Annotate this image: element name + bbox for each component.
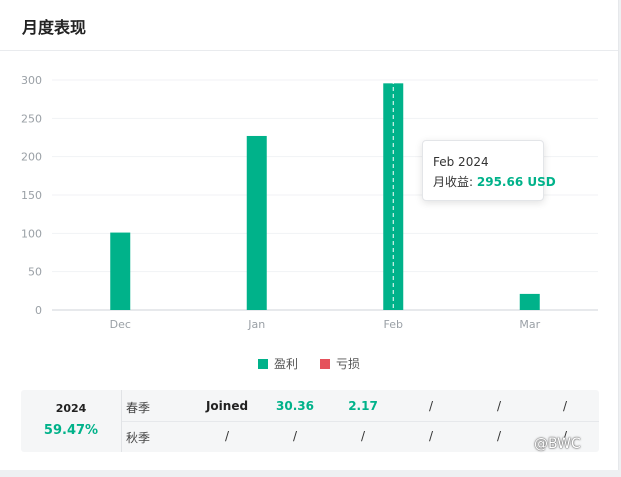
summary-cell: / [224,429,230,443]
summary-row-label: 秋季 [126,431,151,445]
y-tick-label: 200 [21,151,42,164]
summary-year: 2024 [55,402,87,415]
x-tick-label: Feb [384,318,403,331]
bar-dec [110,232,131,310]
summary-cell: / [562,429,568,443]
y-tick-label: 150 [21,189,42,202]
summary-cell: / [292,429,298,443]
summary-cell: Joined [205,399,249,413]
summary-cell: / [496,429,502,443]
y-tick-label: 50 [28,266,42,279]
bar-jan [246,135,267,310]
summary-cell: / [360,429,366,443]
x-tick-label: Mar [519,318,540,331]
legend-label-profit: 盈利 [273,357,298,371]
tooltip-title: Feb 2024 [433,155,489,169]
summary-cell: 2.17 [348,399,378,413]
summary-row-spring: 春季 Joined 30.36 2.17 / / / [122,391,599,422]
card-title: 月度表现 [22,18,87,37]
legend-item-loss[interactable]: 亏损 [320,355,360,372]
legend-swatch-profit [257,358,268,369]
summary-row-label: 春季 [126,401,151,415]
bar-mar [519,293,540,310]
legend-item-profit[interactable]: 盈利 [257,355,298,372]
chart-legend: 盈利 亏损 [0,355,618,372]
monthly-bar-chart: 0 50 100 150 200 250 300 Dec Jan Feb Mar [21,74,598,331]
card-header: 月度表现 [0,0,618,51]
bar-feb [383,83,404,310]
summary-cell: / [428,399,434,413]
summary-cell: / [562,399,568,413]
y-tick-label: 300 [21,74,42,87]
y-tick-label: 100 [21,227,42,240]
chart-tooltip: Feb 2024 月收益: 295.66 USD [422,140,556,201]
summary-year-cell: 2024 59.47% [21,390,122,452]
summary-cell: / [428,429,434,443]
x-tick-label: Jan [247,318,265,331]
y-tick-label: 0 [35,304,42,317]
y-tick-label: 250 [21,112,42,125]
summary-row-autumn: 秋季 / / / / / / [122,421,599,451]
summary-cell: 30.36 [276,399,314,413]
tooltip-row: 月收益: 295.66 USD [433,172,556,192]
tooltip-value: 295.66 USD [476,175,556,189]
legend-swatch-loss [320,358,330,369]
x-tick-label: Dec [110,318,131,331]
watermark-logo: @BWC [534,436,581,452]
tooltip-label: 月收益: [433,175,474,189]
summary-cell: / [496,399,502,413]
legend-label-loss: 亏损 [336,357,361,371]
summary-percent: 59.47% [43,423,99,438]
yearly-summary-table: 2024 59.47% 春季 Joined 30.36 2.17 / / / 秋… [21,390,599,452]
